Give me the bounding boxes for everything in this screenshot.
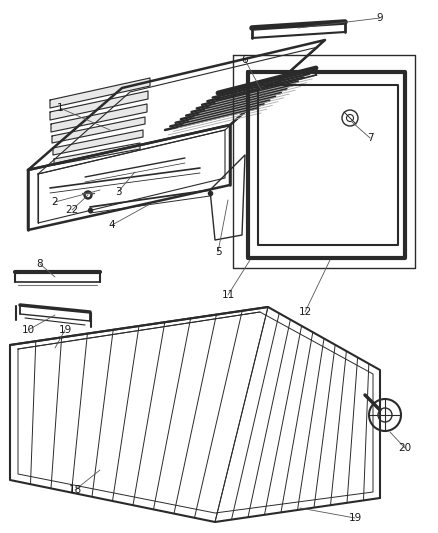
Text: 4: 4: [109, 220, 115, 230]
Circle shape: [84, 191, 92, 199]
Polygon shape: [52, 117, 145, 143]
Text: 10: 10: [21, 325, 35, 335]
Text: 20: 20: [399, 443, 412, 453]
Polygon shape: [50, 78, 150, 108]
Polygon shape: [51, 104, 147, 132]
Circle shape: [86, 193, 89, 197]
Polygon shape: [53, 130, 143, 155]
Text: 12: 12: [298, 307, 311, 317]
Polygon shape: [50, 91, 148, 120]
Text: 1: 1: [57, 103, 64, 113]
Text: 19: 19: [348, 513, 362, 523]
Text: 5: 5: [215, 247, 221, 257]
Text: 9: 9: [377, 13, 383, 23]
Polygon shape: [54, 143, 140, 165]
Text: 19: 19: [58, 325, 72, 335]
Text: 11: 11: [221, 290, 235, 300]
Text: 8: 8: [37, 259, 43, 269]
Text: 18: 18: [68, 485, 81, 495]
Text: 7: 7: [367, 133, 373, 143]
Text: 3: 3: [115, 187, 121, 197]
Text: 22: 22: [65, 205, 79, 215]
Text: 2: 2: [52, 197, 58, 207]
Text: 6: 6: [242, 55, 248, 65]
